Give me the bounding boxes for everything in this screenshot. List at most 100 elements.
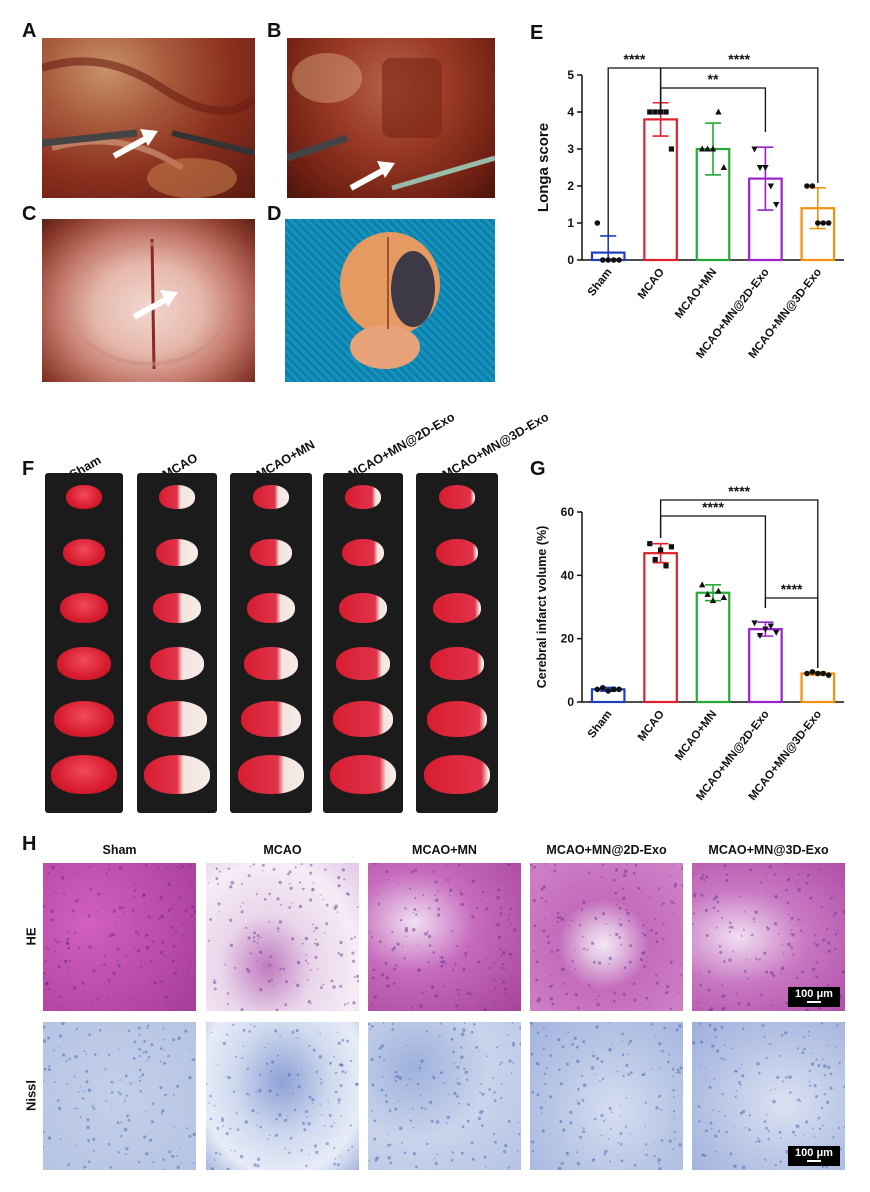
brain-slice: [57, 647, 111, 680]
scale-bar-label: 100 μm: [795, 1147, 833, 1159]
significance-label: ****: [702, 499, 724, 515]
brain-slice: [330, 755, 396, 794]
cell-texture: [43, 864, 196, 1010]
x-tick-label: Sham: [586, 266, 615, 298]
brain-slice: [51, 755, 117, 794]
data-point: [704, 590, 711, 597]
data-point: [767, 623, 775, 630]
data-point: [647, 541, 653, 547]
brain-slice: [54, 701, 114, 737]
data-point: [825, 672, 832, 678]
data-point: [668, 544, 675, 550]
surgery-photo-b: [287, 38, 495, 198]
brain-slice: [436, 539, 478, 566]
brain-slice: [241, 701, 301, 737]
cell-texture: [368, 1022, 521, 1169]
brain-slice: [336, 647, 390, 680]
data-point: [658, 109, 664, 115]
data-point: [751, 146, 758, 153]
arrow-icon: [349, 161, 395, 191]
data-point: [773, 202, 780, 208]
brain-slice: [427, 701, 487, 737]
he-stain-tile: [368, 863, 521, 1011]
scale-bar-line: [807, 1001, 821, 1003]
y-axis-title: Cerebral infarct volume (%): [535, 526, 549, 689]
panel-label-e: E: [530, 22, 544, 44]
data-point: [594, 220, 601, 226]
data-point: [616, 257, 622, 263]
significance-bracket: [607, 67, 662, 236]
he-stain-tile: [530, 863, 683, 1011]
data-point: [773, 629, 780, 636]
significance-label: ****: [728, 51, 750, 67]
y-tick-label: 2: [567, 179, 574, 193]
data-point: [698, 581, 706, 588]
data-point: [756, 165, 764, 171]
data-point: [599, 257, 606, 263]
data-point: [704, 145, 711, 152]
cell-texture: [207, 863, 359, 1011]
brain-slice: [66, 485, 102, 509]
brain-slice: [342, 539, 384, 566]
bar: [643, 118, 678, 262]
brain-slice: [153, 593, 201, 623]
data-point: [605, 688, 611, 694]
stain-row-label: Nissl: [23, 1079, 39, 1112]
nissl-stain-tile: [530, 1022, 683, 1170]
significance-bracket: [659, 67, 819, 183]
data-point: [751, 620, 758, 627]
x-tick-label: MCAO: [636, 266, 667, 301]
brain-slice: [147, 701, 207, 737]
y-tick-label: 0: [567, 695, 574, 709]
y-tick-label: 5: [567, 68, 574, 82]
data-point: [809, 669, 816, 675]
significance-label: ****: [781, 581, 803, 597]
y-tick-label: 3: [567, 142, 574, 156]
nissl-stain-tile: [206, 1022, 359, 1170]
scale-bar: 100 μm: [788, 987, 840, 1007]
surgery-photo-a: [42, 38, 255, 198]
brain-slice: [238, 755, 304, 794]
significance-label: **: [708, 71, 719, 87]
data-point: [605, 257, 611, 263]
data-point: [762, 626, 769, 633]
cell-texture: [692, 863, 845, 1011]
y-tick-label: 4: [567, 105, 574, 119]
nissl-stain-tile: [368, 1022, 521, 1170]
data-point: [647, 109, 653, 115]
arrow-icon: [112, 129, 158, 159]
brain-slice: [156, 539, 198, 566]
brain-slice: [244, 647, 298, 680]
data-point: [594, 686, 601, 693]
data-point: [820, 220, 827, 226]
data-point: [815, 220, 821, 226]
data-point: [756, 633, 764, 639]
brain-slice: [63, 539, 105, 566]
histology-column-label: MCAO: [263, 843, 302, 857]
histology-column-label: MCAO+MN@3D-Exo: [708, 843, 829, 857]
data-point: [804, 670, 810, 677]
panel-label-f: F: [22, 458, 35, 480]
data-point: [762, 165, 769, 171]
data-point: [825, 220, 832, 226]
cell-texture: [43, 1022, 196, 1170]
significance-bracket: [659, 499, 819, 668]
arrow-icon: [132, 290, 178, 320]
data-point: [804, 183, 810, 189]
panel-label-h: H: [22, 833, 37, 855]
y-tick-label: 20: [561, 632, 575, 646]
significance-bracket: [764, 597, 819, 668]
bar: [748, 628, 783, 704]
data-point: [599, 684, 606, 691]
brain-slice: [345, 485, 381, 509]
data-point: [715, 108, 722, 115]
brain-slice: [247, 593, 295, 623]
y-tick-label: 60: [561, 505, 575, 519]
he-stain-tile: [43, 863, 196, 1011]
stain-row-label: HE: [23, 927, 39, 946]
brain-slice: [250, 539, 292, 566]
y-axis-title: Longa score: [535, 123, 552, 212]
significance-label: ****: [728, 483, 750, 499]
brain-slice: [150, 647, 204, 680]
